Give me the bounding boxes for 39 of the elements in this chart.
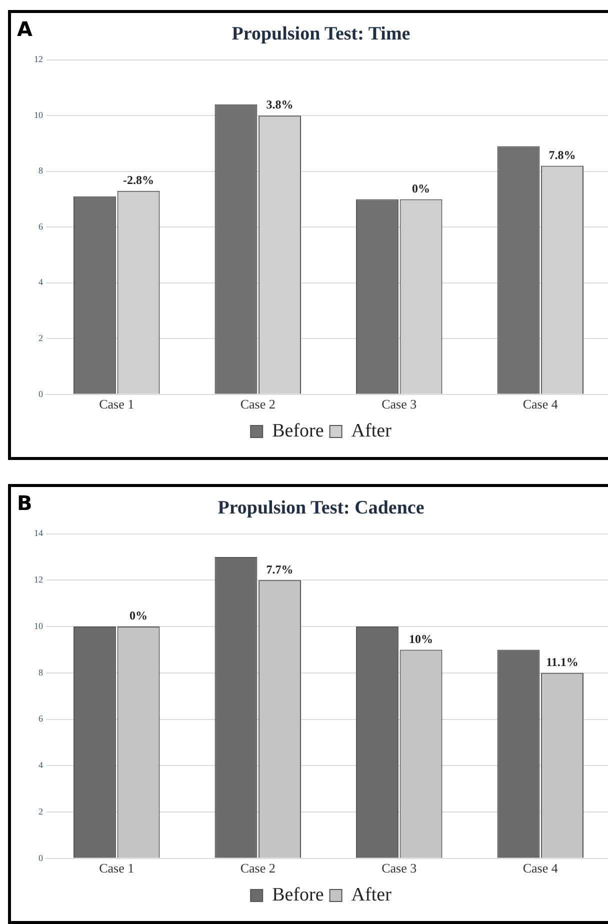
text: A bbox=[17, 17, 32, 41]
annotation: 7.7% bbox=[266, 562, 294, 576]
x-tick-label: Case 3 bbox=[382, 396, 417, 412]
y-tick-label: 0 bbox=[38, 852, 44, 863]
x-tick-label: Case 3 bbox=[382, 860, 417, 876]
legend-label: Before bbox=[272, 884, 324, 906]
y-tick-label: 10 bbox=[34, 620, 44, 631]
text: B bbox=[17, 491, 32, 515]
x-tick-label: Case 1 bbox=[99, 396, 134, 412]
chart-title: Propulsion Test: Time bbox=[232, 23, 410, 44]
y-tick-label: 2 bbox=[38, 332, 43, 343]
legend-label: After bbox=[351, 420, 392, 442]
annotation: 0% bbox=[130, 608, 148, 623]
y-tick-label: 0 bbox=[38, 388, 44, 399]
legend-label: After bbox=[351, 884, 392, 906]
y-tick-label: 14 bbox=[34, 528, 44, 538]
annotation: -2.8% bbox=[123, 172, 154, 187]
annotation: 11.1% bbox=[546, 655, 578, 670]
y-tick-label: 6 bbox=[38, 221, 44, 232]
chart-title: Propulsion Test: Cadence bbox=[218, 497, 424, 518]
y-tick-label: 10 bbox=[34, 110, 44, 120]
y-tick-label: 6 bbox=[38, 714, 44, 724]
x-tick-label: Case 1 bbox=[99, 860, 134, 876]
annotation: 0% bbox=[412, 181, 430, 196]
y-tick-label: 4 bbox=[38, 760, 44, 770]
y-tick-label: 8 bbox=[38, 667, 44, 678]
y-tick-label: 2 bbox=[38, 806, 43, 816]
annotation: 7.8% bbox=[548, 148, 576, 162]
y-tick-label: 4 bbox=[38, 277, 44, 288]
x-tick-label: Case 4 bbox=[522, 396, 558, 412]
legend-label: Before bbox=[272, 420, 324, 442]
x-tick-label: Case 2 bbox=[240, 396, 276, 412]
y-tick-label: 12 bbox=[34, 54, 43, 64]
y-tick-label: 12 bbox=[34, 574, 43, 585]
x-tick-label: Case 4 bbox=[522, 860, 558, 876]
annotation: 10% bbox=[409, 632, 434, 646]
annotation: 3.8% bbox=[266, 98, 294, 112]
x-tick-label: Case 2 bbox=[240, 860, 276, 876]
y-tick-label: 8 bbox=[38, 166, 44, 176]
